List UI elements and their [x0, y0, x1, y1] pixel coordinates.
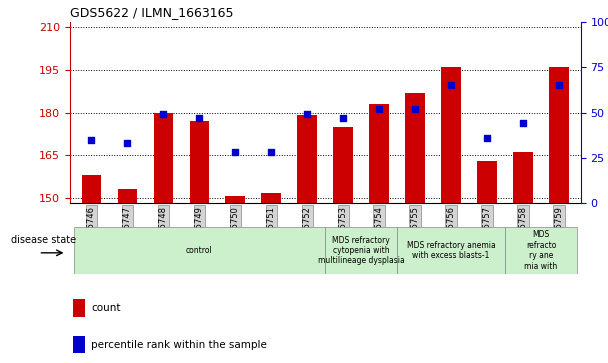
Bar [513, 152, 533, 203]
Point [123, 140, 133, 146]
Point [554, 82, 564, 88]
Bar [261, 193, 282, 203]
Bar [74, 227, 325, 274]
Text: MDS refractory
cytopenia with
multilineage dysplasia: MDS refractory cytopenia with multilinea… [318, 236, 404, 265]
Bar [406, 93, 425, 203]
Bar [397, 227, 505, 274]
Bar [333, 127, 353, 203]
Bar [441, 67, 461, 203]
Bar [117, 189, 137, 203]
Text: control: control [186, 246, 213, 255]
Point [195, 115, 204, 121]
Bar [477, 161, 497, 203]
Bar [154, 113, 173, 203]
Bar [73, 336, 85, 354]
Point [339, 115, 348, 121]
Text: percentile rank within the sample: percentile rank within the sample [91, 340, 267, 350]
Bar [325, 227, 397, 274]
Point [410, 106, 420, 112]
Point [302, 111, 312, 117]
Text: GDS5622 / ILMN_1663165: GDS5622 / ILMN_1663165 [70, 6, 233, 19]
Point [375, 106, 384, 112]
Text: MDS
refracto
ry ane
mia with: MDS refracto ry ane mia with [525, 231, 558, 270]
Point [86, 137, 96, 143]
Text: MDS refractory anemia
with excess blasts-1: MDS refractory anemia with excess blasts… [407, 241, 496, 260]
Bar [297, 115, 317, 203]
Bar [226, 196, 245, 203]
Point [159, 111, 168, 117]
Text: count: count [91, 303, 121, 313]
Point [230, 150, 240, 155]
Bar [73, 299, 85, 317]
Text: disease state: disease state [11, 235, 76, 245]
Bar [549, 67, 569, 203]
Bar [505, 227, 577, 274]
Point [446, 82, 456, 88]
Bar [190, 121, 209, 203]
Point [266, 150, 276, 155]
Point [482, 135, 492, 141]
Point [518, 121, 528, 126]
Bar [81, 175, 102, 203]
Bar [369, 104, 389, 203]
